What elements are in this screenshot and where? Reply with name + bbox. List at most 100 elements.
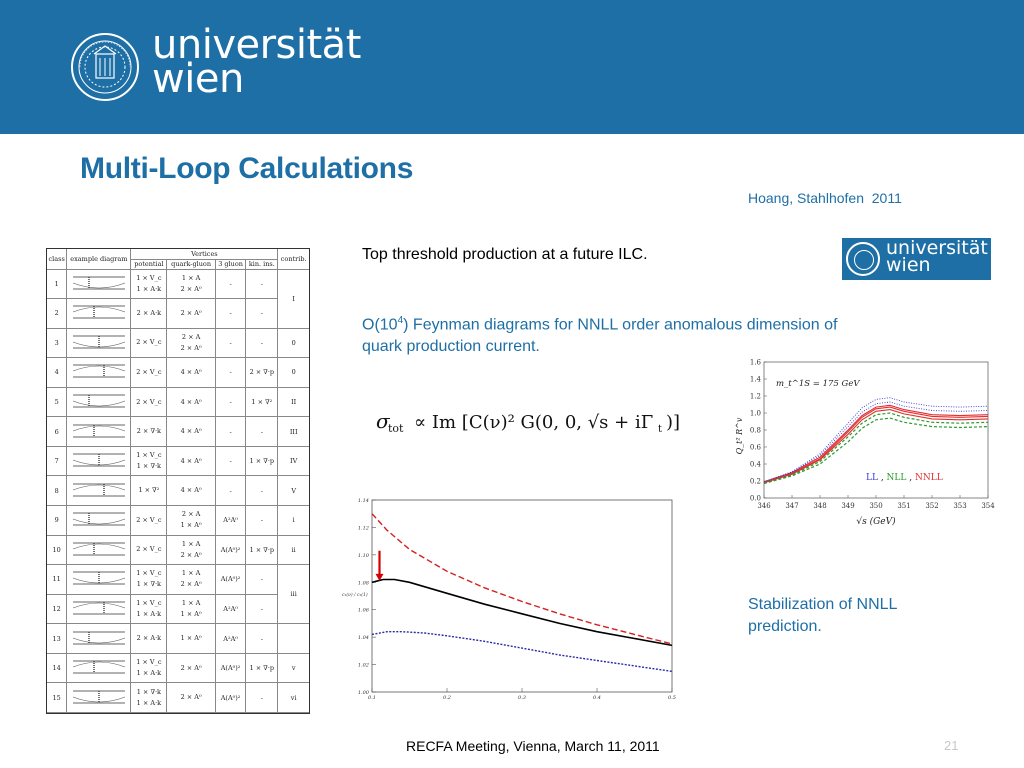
cell-kin: 1 × ∇·p bbox=[245, 653, 278, 684]
feynman-diagram bbox=[66, 594, 131, 625]
cell-kin: 1 × ∇² bbox=[245, 387, 278, 418]
cell-class: 4 bbox=[47, 357, 67, 388]
cell-class: 11 bbox=[47, 564, 67, 595]
col-kin: kin. ins. bbox=[245, 259, 278, 270]
y-tick-label: 1.2 bbox=[750, 393, 761, 401]
small-seal-icon bbox=[846, 242, 880, 276]
x-tick-label: 353 bbox=[953, 502, 966, 510]
y-tick-label: 1.02 bbox=[358, 663, 369, 669]
cell-class: 14 bbox=[47, 653, 67, 684]
wordmark-line1: universität bbox=[152, 22, 361, 68]
cell-potential: 2 × V_c bbox=[130, 357, 167, 388]
x-tick-label: 348 bbox=[813, 502, 826, 510]
formula-gamma-sub: t bbox=[658, 424, 662, 435]
x-tick-label: 352 bbox=[925, 502, 938, 510]
col-3gluon: 3 gluon bbox=[214, 259, 246, 270]
cell-kin: 1 × ∇·p bbox=[245, 535, 278, 566]
legend-entry-NNLL: NNLL bbox=[915, 473, 943, 483]
y-tick-label: 0.4 bbox=[750, 461, 762, 469]
cell-potential: 1 × V_c 1 × A·k bbox=[130, 653, 167, 684]
cell-contrib: ii bbox=[277, 535, 309, 566]
feynman-diagram bbox=[66, 416, 131, 447]
cell-quark-gluon: 4 × A⁰ bbox=[166, 416, 216, 447]
x-tick-label: 350 bbox=[869, 502, 882, 510]
cell-contrib: III bbox=[277, 416, 309, 447]
cell-kin: - bbox=[245, 269, 278, 300]
series-line-solid-black bbox=[371, 578, 673, 647]
stabilization-text: Stabilization of NNLL prediction. bbox=[748, 596, 897, 635]
x-tick-label: 0.4 bbox=[593, 695, 601, 701]
cell-kin: 1 × ∇·p bbox=[245, 446, 278, 477]
cell-contrib: V bbox=[277, 475, 309, 506]
legend-entry-LL: LL bbox=[866, 473, 878, 483]
y-axis-label: Q_t² R^v bbox=[735, 417, 744, 454]
series-line-NNLL bbox=[763, 404, 989, 483]
x-tick-label: 0.1 bbox=[368, 695, 376, 701]
cell-potential: 2 × A·k bbox=[130, 623, 167, 654]
formula-sigma: σ bbox=[376, 409, 391, 433]
cell-quark-gluon: 2 × A⁰ bbox=[166, 682, 216, 713]
cell-quark-gluon: 4 × A⁰ bbox=[166, 446, 216, 477]
cell-3gluon: - bbox=[214, 357, 246, 388]
cell-contrib: iii bbox=[277, 564, 309, 625]
cell-quark-gluon: 2 × A⁰ bbox=[166, 298, 216, 329]
cell-3gluon: - bbox=[214, 475, 246, 506]
cell-potential: 2 × A·k bbox=[130, 298, 167, 329]
cell-potential: 1 × V_c 1 × A·k bbox=[130, 594, 167, 625]
feynman-diagram bbox=[66, 298, 131, 329]
series-line-dotted-blue bbox=[371, 630, 673, 673]
slide-title: Multi-Loop Calculations bbox=[80, 152, 414, 185]
cell-3gluon: A²A⁰ bbox=[214, 594, 246, 625]
cell-3gluon: A(A⁰)² bbox=[214, 653, 246, 684]
x-tick-label: 349 bbox=[841, 502, 854, 510]
y-tick-label: 1.14 bbox=[358, 498, 369, 504]
feynman-diagram bbox=[66, 328, 131, 359]
cell-potential: 1 × ∇² bbox=[130, 475, 167, 506]
x-tick-label: 0.5 bbox=[668, 695, 676, 701]
cell-class: 2 bbox=[47, 298, 67, 329]
vertex-table: class example diagram Vertices contrib. … bbox=[46, 248, 310, 714]
x-tick-label: 354 bbox=[981, 502, 995, 510]
table-row: 5 2 × V_c 4 × A⁰ -1 × ∇² II bbox=[47, 387, 309, 418]
table-row: 2 2 × A·k 2 × A⁰ - - bbox=[47, 298, 309, 329]
cell-3gluon: - bbox=[214, 416, 246, 447]
cell-kin: - bbox=[245, 564, 278, 595]
cell-3gluon: A(A⁰)² bbox=[214, 564, 246, 595]
cell-potential: 2 × V_c bbox=[130, 328, 167, 359]
table-row: 7 1 × V_c 1 × ∇·k 4 × A⁰ -1 × ∇·p IV bbox=[47, 446, 309, 477]
table-row: 6 2 × ∇·k 4 × A⁰ - - III bbox=[47, 416, 309, 447]
arrow-head bbox=[375, 573, 384, 581]
y-tick-label: 1.00 bbox=[358, 690, 370, 696]
col-quark-gluon: quark-gluon bbox=[166, 259, 216, 270]
x-tick-label: 346 bbox=[757, 502, 771, 510]
feynman-diagram bbox=[66, 475, 131, 506]
small-wordmark: universität wien bbox=[886, 237, 988, 276]
intro-text: Top threshold production at a future ILC… bbox=[362, 246, 648, 263]
y-tick-label: 0.8 bbox=[750, 427, 761, 435]
cell-kin: - bbox=[245, 594, 278, 625]
y-tick-label: 1.12 bbox=[358, 525, 369, 531]
col-potential: potential bbox=[130, 259, 167, 270]
cell-contrib: I bbox=[277, 269, 309, 329]
cell-kin: - bbox=[245, 475, 278, 506]
feynman-diagram bbox=[66, 446, 131, 477]
x-tick-label: 347 bbox=[785, 502, 798, 510]
cell-potential: 1 × ∇·k 1 × A·k bbox=[130, 682, 167, 713]
formula-close: )] bbox=[666, 412, 680, 433]
cell-quark-gluon: 4 × A⁰ bbox=[166, 387, 216, 418]
cell-contrib: II bbox=[277, 387, 309, 418]
cell-potential: 1 × V_c 1 × A·k bbox=[130, 269, 167, 300]
cell-quark-gluon: 2 × A⁰ bbox=[166, 653, 216, 684]
cell-class: 8 bbox=[47, 475, 67, 506]
cell-kin: - bbox=[245, 416, 278, 447]
feynman-diagram bbox=[66, 535, 131, 566]
university-seal-logo bbox=[71, 33, 139, 101]
cell-contrib bbox=[277, 623, 309, 654]
col-example: example diagram bbox=[66, 249, 131, 270]
